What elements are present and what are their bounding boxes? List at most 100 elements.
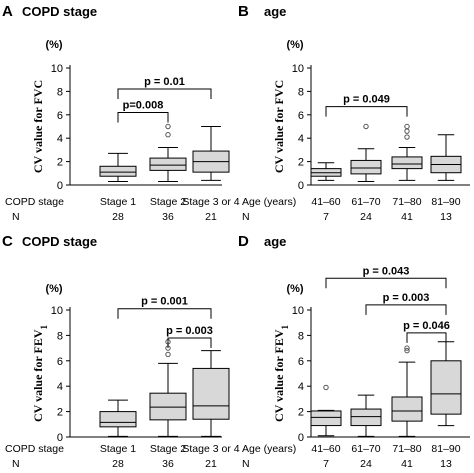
x-tick-label: Stage 2 [150, 443, 186, 455]
outlier-point [404, 347, 410, 354]
y-tick-label: 6 [298, 356, 304, 368]
y-tick-label: 6 [298, 110, 304, 122]
iqr-box [391, 156, 423, 170]
category-row-label: COPD stage [5, 196, 64, 208]
x-tick-label: Stage 3 or 4 [182, 443, 239, 455]
outlier-point [363, 123, 369, 130]
category-row-label: Age (years) [242, 443, 296, 455]
y-tick-label: 4 [57, 381, 63, 393]
bracket-line [406, 332, 447, 343]
y-tick-label: 4 [298, 133, 304, 145]
iqr-box [149, 392, 187, 421]
outlier-point [165, 351, 171, 358]
y-unit-label: (%) [286, 283, 303, 295]
n-value: 28 [112, 458, 124, 470]
x-tick-label: 41–60 [311, 196, 340, 208]
n-value: 41 [401, 458, 413, 470]
iqr-box [99, 165, 137, 177]
n-value: 7 [323, 458, 329, 470]
y-tick-label: 4 [57, 133, 63, 145]
bracket-line [325, 106, 408, 117]
iqr-box [192, 367, 230, 420]
x-tick-label: 71–80 [392, 196, 421, 208]
y-tick-label: 6 [57, 356, 63, 368]
y-tick-label: 4 [298, 381, 304, 393]
category-row-label: Age (years) [242, 196, 296, 208]
y-tick-label: 2 [298, 407, 304, 419]
n-row-label: N [242, 458, 250, 470]
outlier-point [404, 128, 410, 134]
outlier-point [404, 123, 410, 130]
y-tick-label: 10 [292, 305, 304, 317]
iqr-box [391, 396, 423, 422]
y-axis-label: CV value for FVC [31, 80, 45, 173]
y-tick-label: 2 [298, 157, 304, 169]
n-value: 21 [205, 211, 217, 223]
box-2 [149, 339, 187, 437]
y-tick-label: 8 [57, 330, 63, 342]
box-4 [430, 134, 462, 181]
box-2 [350, 123, 382, 182]
p-value-label: p = 0.049 [343, 94, 390, 106]
y-axis-label: CV value for FEV1 [31, 324, 49, 422]
panel-title: age [264, 234, 286, 249]
p-value-label: p = 0.001 [141, 296, 188, 308]
outlier-point [404, 134, 410, 140]
x-tick-label: 71–80 [392, 443, 421, 455]
significance-bracket: p = 0.003 [166, 325, 213, 348]
y-tick-label: 0 [298, 180, 304, 192]
bracket-line [167, 337, 212, 348]
y-tick-label: 10 [51, 305, 63, 317]
n-value: 24 [360, 211, 372, 223]
significance-bracket: p = 0.049 [325, 94, 408, 117]
y-axis-label: CV value for FEV1 [272, 324, 290, 422]
box-1 [99, 399, 137, 437]
n-value: 13 [440, 458, 452, 470]
y-tick-label: 10 [51, 63, 63, 75]
x-tick-label: 41–60 [311, 443, 340, 455]
y-unit-label: (%) [286, 39, 303, 51]
p-value-label: p = 0.003 [383, 292, 430, 304]
y-tick-label: 0 [57, 180, 63, 192]
n-value: 7 [323, 211, 329, 223]
significance-bracket: p = 0.001 [117, 296, 212, 319]
panel-C: C COPD stage (%) CV value for FEV1 0 2 4 6 8 10 p … [2, 233, 240, 470]
bracket-line [117, 88, 212, 100]
y-unit-label: (%) [45, 39, 62, 51]
x-tick-label: Stage 2 [150, 196, 186, 208]
outlier-point [323, 384, 329, 391]
significance-bracket: p = 0.046 [403, 320, 450, 343]
x-tick-label: 81–90 [431, 443, 460, 455]
panel-title: COPD stage [22, 234, 97, 249]
y-tick-label: 2 [57, 157, 63, 169]
bracket-line [117, 308, 212, 319]
x-tick-label: 81–90 [431, 196, 460, 208]
y-tick-label: 8 [298, 330, 304, 342]
panel-letter: A [2, 3, 13, 20]
y-tick-label: 8 [57, 86, 63, 98]
significance-bracket: p=0.008 [117, 99, 169, 123]
significance-bracket: p = 0.01 [117, 76, 212, 100]
panel-title: COPD stage [22, 4, 97, 19]
outlier-point [165, 123, 171, 130]
outlier-point [404, 345, 410, 351]
p-value-label: p = 0.043 [363, 265, 410, 277]
iqr-box [310, 410, 342, 427]
p-value-label: p=0.008 [123, 99, 164, 111]
panel-A: A COPD stage (%) CV value for FVC 0 2 4 6 8 10 p=0… [2, 3, 240, 223]
box-3 [391, 345, 423, 437]
y-tick-label: 8 [298, 86, 304, 98]
p-value-label: p = 0.003 [166, 325, 213, 337]
outlier-point [165, 131, 171, 138]
y-tick-label: 2 [57, 407, 63, 419]
box-2 [350, 394, 382, 437]
bracket-line [117, 111, 169, 123]
x-tick-label: 61–70 [351, 196, 380, 208]
x-tick-label: 61–70 [351, 443, 380, 455]
x-tick-label: Stage 1 [100, 443, 136, 455]
n-row-label: N [12, 211, 20, 223]
p-value-label: p = 0.046 [403, 320, 450, 332]
y-tick-label: 0 [57, 432, 63, 444]
box-3 [192, 126, 230, 181]
n-value: 24 [360, 458, 372, 470]
